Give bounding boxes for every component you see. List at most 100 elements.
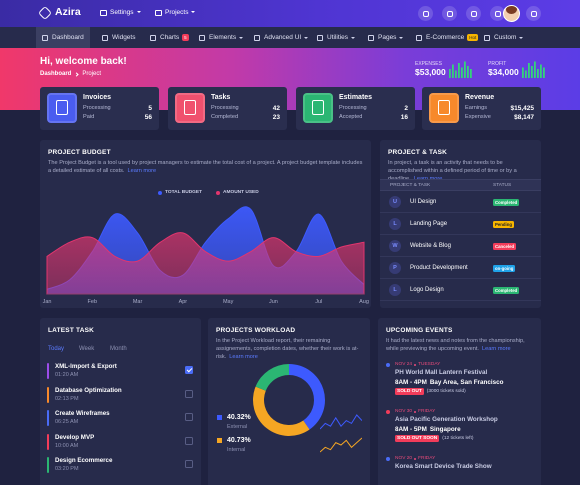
event-day: NOV 24	[395, 362, 413, 367]
area	[46, 232, 365, 295]
panel-description: The Project Budget is a tool used by pro…	[48, 160, 363, 174]
learn-more[interactable]: Learn more	[127, 168, 157, 174]
icon	[446, 10, 453, 17]
column-header: PROJECT & TASK	[390, 183, 431, 188]
checkbox[interactable]	[185, 436, 193, 445]
spark-bar	[461, 67, 463, 78]
menu-icon	[416, 34, 422, 41]
logo-icon	[37, 5, 53, 21]
task-time: 01:20 AM	[55, 372, 79, 378]
chart-area: Jan Feb Mar Apr May Jun Jul Aug	[43, 206, 369, 305]
event-date: NOV 30 FRIDAY	[395, 409, 435, 414]
event-day: NOV 30	[395, 409, 413, 414]
panel: PROJECT & TASK In project, a task is an a…	[380, 140, 541, 308]
card-row-value: $15,425	[510, 105, 535, 112]
stat-value: $34,000	[488, 67, 519, 77]
spark-bar	[467, 66, 469, 78]
project-avatar: L	[389, 284, 401, 296]
chart-area	[522, 61, 545, 78]
menu-item[interactable]: E-Commerce Hot	[410, 27, 484, 48]
spark-bar	[537, 69, 539, 78]
menu-item[interactable]: Widgets	[96, 27, 141, 48]
brand: Azira	[55, 6, 81, 18]
top-menu[interactable]: Settings	[110, 9, 160, 16]
event-name: Korea Smart Device Trade Show	[395, 463, 492, 470]
tab[interactable]: Month	[110, 346, 127, 352]
tab[interactable]: Today	[48, 346, 65, 352]
panel-title: LATEST TASK	[48, 327, 95, 334]
legend-name: External	[227, 424, 248, 430]
learn-more[interactable]: Learn more	[229, 354, 258, 360]
avatar[interactable]	[503, 5, 520, 22]
legend-label: AMOUNT USED	[223, 190, 259, 195]
project-name: Website & Blog	[410, 242, 451, 249]
menu-item[interactable]: Utilities	[311, 27, 361, 48]
icon	[470, 10, 477, 17]
icon-button[interactable]	[526, 6, 541, 21]
menu-item[interactable]: Custom	[478, 27, 529, 48]
top-menu[interactable]: Projects	[165, 9, 215, 16]
spark-bar	[528, 63, 530, 78]
checkbox[interactable]	[185, 389, 193, 398]
menu-icon	[368, 34, 374, 41]
stat-label: EXPENSES	[415, 61, 442, 67]
project-name: Logo Design	[410, 286, 444, 293]
task-name: Create Wireframes	[55, 410, 110, 417]
panel-description: In the Project Workload report, their re…	[216, 338, 359, 360]
status-badge: Pending	[493, 220, 514, 228]
icon-button[interactable]	[418, 6, 433, 21]
project-name: Product Development	[410, 264, 468, 271]
menu-item[interactable]: Pages	[362, 27, 409, 48]
card-row-value: 23	[272, 114, 280, 121]
chart-area	[320, 437, 362, 453]
legend-swatch	[217, 438, 222, 443]
menu-label: Charts	[160, 34, 180, 41]
table-row: L Logo Design Completed	[380, 279, 541, 301]
checkbox[interactable]	[185, 413, 193, 421]
breadcrumb-item: Dashboard	[40, 71, 72, 77]
date-sep	[414, 363, 417, 366]
menu-badge: 5	[182, 34, 189, 41]
donut-segment	[253, 386, 310, 436]
checkbox[interactable]	[185, 366, 193, 374]
menu-item[interactable]: Elements	[193, 27, 249, 48]
checkbox[interactable]	[185, 460, 193, 468]
card-row-label: Earnings	[465, 105, 488, 111]
project-name: Landing Page	[410, 220, 448, 227]
status-badge: Completed	[493, 198, 520, 206]
event-weekday: FRIDAY	[418, 409, 436, 414]
project-avatar: P	[389, 262, 401, 274]
learn-more[interactable]: Learn more	[481, 346, 511, 352]
spark-bar	[534, 61, 536, 78]
ticket-note: (3000 tickets sold)	[426, 389, 466, 394]
legend-swatch	[216, 190, 220, 195]
task-color	[47, 386, 49, 403]
menu-label: Utilities	[327, 34, 348, 41]
menu-item[interactable]: Dashboard	[36, 27, 90, 48]
menu-item[interactable]: Advanced UI	[248, 27, 314, 48]
card-title: Estimates	[339, 94, 373, 101]
task-time: 06:25 AM	[55, 419, 79, 425]
card-row-label: Paid	[83, 114, 95, 120]
icon-button[interactable]	[490, 6, 505, 21]
menu-item[interactable]: Charts 5	[144, 27, 195, 48]
panel: PROJECTS WORKLOAD In the Project Workload…	[208, 318, 370, 485]
x-tick-label: Jul	[315, 299, 322, 305]
top-bar: Azira Settings Projects	[0, 0, 580, 27]
panel-text: It had the latest news and notes from th…	[386, 337, 533, 353]
card-icon	[47, 93, 77, 123]
event-place: Bay Area, San Francisco	[429, 379, 504, 386]
project-avatar: U	[389, 196, 401, 208]
task-name: Develop MVP	[55, 433, 95, 441]
card-row-value: 2	[404, 105, 408, 112]
event-dot	[386, 363, 390, 367]
legend-value: 40.32%	[227, 414, 251, 421]
menu-icon	[199, 34, 205, 41]
icon-button[interactable]	[466, 6, 481, 21]
spark-bar	[449, 69, 451, 78]
icon-button[interactable]	[442, 6, 457, 21]
ticket-badge: SOLD OUT SOON	[395, 435, 440, 442]
icon-glyph	[184, 100, 196, 115]
tab[interactable]: Week	[79, 346, 95, 352]
panel-description: It had the latest news and notes from th…	[386, 338, 525, 352]
